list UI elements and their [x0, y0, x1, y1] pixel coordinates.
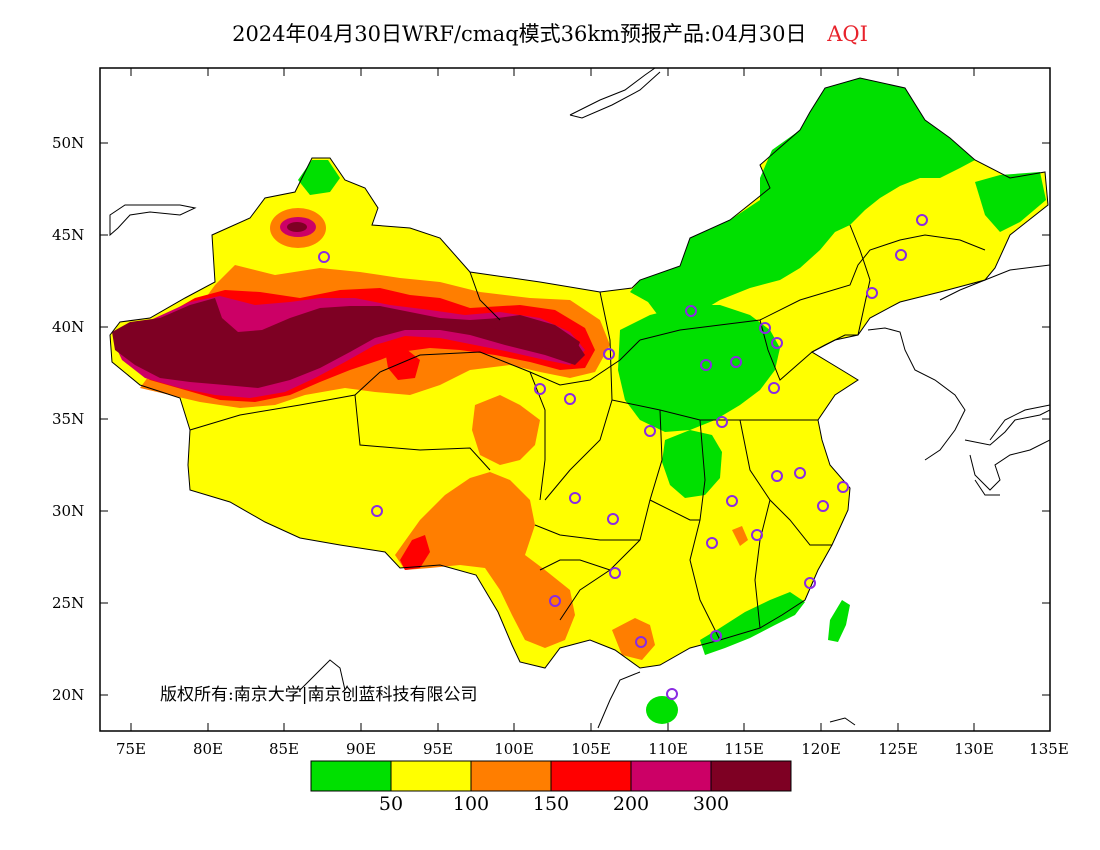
lat-label: 20N: [52, 686, 85, 704]
lon-label: 125E: [878, 740, 918, 758]
northwest-hazardous-spot: [482, 315, 580, 355]
legend-swatch: [710, 760, 792, 792]
city-marker: [866, 287, 878, 299]
city-marker: [706, 537, 718, 549]
city-marker: [759, 322, 771, 334]
legend-colorbar: [310, 760, 792, 792]
lon-label: 135E: [1029, 740, 1069, 758]
lon-label: 115E: [724, 740, 764, 758]
taklimakan-hazardous-region: [112, 298, 585, 388]
title-variable: AQI: [827, 22, 868, 46]
lat-label: 50N: [52, 134, 85, 152]
north-china-good-region: [618, 305, 780, 432]
tibet-unhealthy-spot: [400, 535, 430, 570]
hunan-sensitive-spot: [732, 526, 748, 546]
lat-label: 30N: [52, 502, 85, 520]
city-marker: [666, 688, 678, 700]
boundary-lines: [109, 77, 1049, 669]
axis-ticks: [100, 68, 1050, 731]
city-marker: [804, 577, 816, 589]
legend-label: 100: [452, 793, 490, 815]
lon-label: 110E: [648, 740, 688, 758]
city-marker: [730, 356, 742, 368]
legend-label: 50: [378, 793, 404, 815]
city-marker: [817, 500, 829, 512]
northeast-good-region: [630, 78, 975, 320]
taiwan-good-region: [828, 600, 850, 642]
lon-label: 95E: [422, 740, 454, 758]
south-coast-good-region: [700, 592, 805, 655]
city-marker: [751, 529, 763, 541]
xinjiang-north-good-region: [298, 160, 340, 195]
city-marker: [768, 382, 780, 394]
map-title: 2024年04月30日WRF/cmaq模式36km预报产品:04月30日 AQI: [0, 18, 1100, 48]
hainan-good-region: [646, 696, 678, 724]
city-marker: [916, 214, 928, 226]
title-main: 2024年04月30日WRF/cmaq模式36km预报产品:04月30日: [232, 22, 807, 46]
legend-swatch: [390, 760, 472, 792]
city-marker: [564, 393, 576, 405]
city-marker: [837, 481, 849, 493]
southwest-sensitive-region: [395, 472, 575, 648]
legend-swatch: [310, 760, 392, 792]
city-marker: [644, 425, 656, 437]
city-marker: [534, 383, 546, 395]
city-marker: [726, 495, 738, 507]
lon-label: 120E: [801, 740, 841, 758]
city-marker: [318, 251, 330, 263]
map-content: [109, 68, 1050, 729]
city-marker: [771, 470, 783, 482]
lon-label: 100E: [494, 740, 534, 758]
legend-swatch: [630, 760, 712, 792]
city-markers: [318, 214, 928, 700]
city-marker: [710, 630, 722, 642]
xinjiang-north-hazardous-spot: [287, 222, 307, 232]
guangxi-sensitive-region: [612, 618, 655, 660]
qinghai-sensitive-region: [472, 395, 540, 465]
copyright-text: 版权所有:南京大学|南京创蓝科技有限公司: [160, 685, 478, 705]
city-marker: [603, 348, 615, 360]
legend-label: 200: [612, 793, 650, 815]
central-good-region: [662, 430, 722, 498]
lat-label: 40N: [52, 318, 85, 336]
city-marker: [895, 249, 907, 261]
lat-label: 25N: [52, 594, 85, 612]
far-northeast-good-region: [975, 172, 1046, 232]
city-marker: [700, 359, 712, 371]
legend-swatch: [470, 760, 552, 792]
map-frame: [99, 67, 1051, 732]
lat-label: 35N: [52, 410, 85, 428]
city-marker: [794, 467, 806, 479]
city-marker: [609, 567, 621, 579]
lon-label: 130E: [954, 740, 994, 758]
qinghai-unhealthy-spot: [385, 348, 420, 380]
city-marker: [716, 416, 728, 428]
legend-label: 300: [692, 793, 730, 815]
neighbor-coastlines: [109, 68, 1050, 729]
lat-label: 45N: [52, 226, 85, 244]
city-marker: [569, 492, 581, 504]
city-marker: [635, 636, 647, 648]
city-marker: [371, 505, 383, 517]
lon-label: 105E: [571, 740, 611, 758]
lon-label: 75E: [115, 740, 147, 758]
city-marker: [549, 595, 561, 607]
legend-swatch: [550, 760, 632, 792]
city-marker: [771, 337, 783, 349]
city-marker: [685, 305, 697, 317]
lon-label: 80E: [192, 740, 224, 758]
lon-label: 90E: [345, 740, 377, 758]
legend-label: 150: [532, 793, 570, 815]
lon-label: 85E: [268, 740, 300, 758]
city-marker: [607, 513, 619, 525]
